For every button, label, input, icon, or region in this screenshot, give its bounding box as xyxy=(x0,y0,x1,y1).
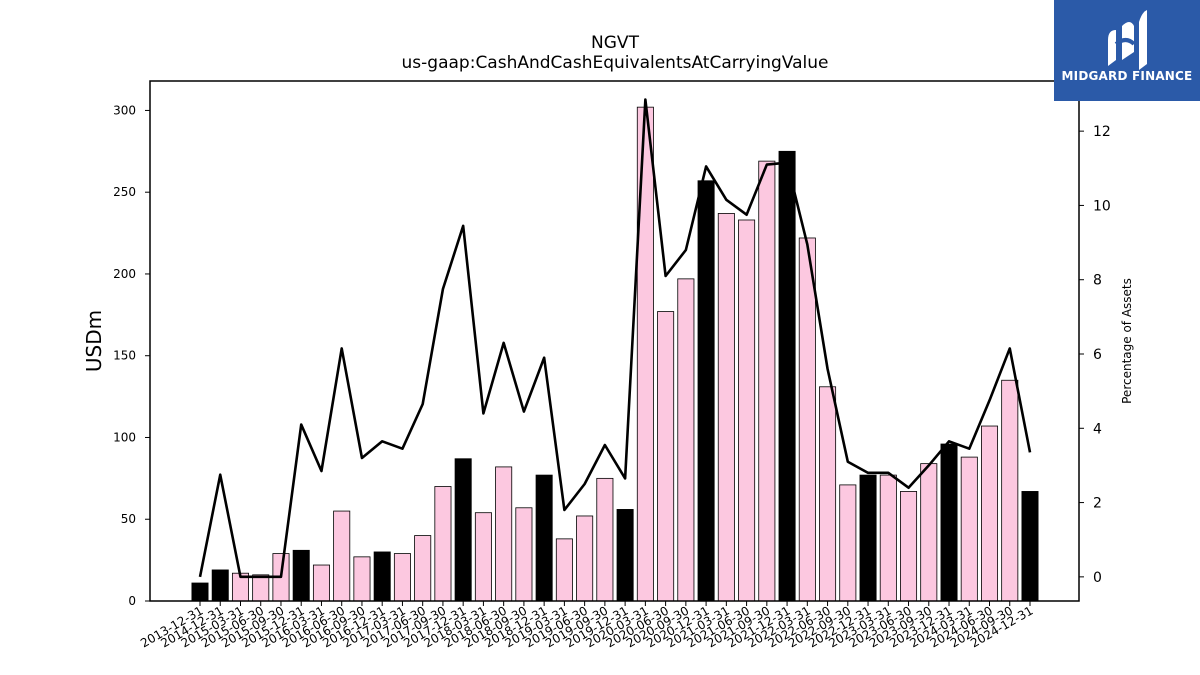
bar-2024-09-30 xyxy=(1001,379,1019,602)
bar-2016-06-30 xyxy=(333,510,351,602)
bar-2017-06-30 xyxy=(414,535,432,602)
bar-2014-12-31 xyxy=(211,569,229,602)
bar-2018-03-31 xyxy=(474,512,492,602)
y-tick-label: 200 xyxy=(113,267,136,281)
bar-2017-12-31 xyxy=(454,458,472,602)
bar-2021-12-31 xyxy=(778,150,796,602)
bar-2024-12-31 xyxy=(1021,491,1039,602)
bar-2019-09-30 xyxy=(596,477,614,602)
y-tick-label: 150 xyxy=(113,349,136,363)
y-tick-label: 100 xyxy=(113,430,136,444)
bar-2021-03-31 xyxy=(717,213,735,602)
bar-2022-03-31 xyxy=(798,237,816,602)
y2-axis-label: Percentage of Assets xyxy=(1120,278,1134,404)
bar-2013-12-31 xyxy=(191,582,209,602)
bar-2024-06-30 xyxy=(981,425,999,602)
bar-2018-06-30 xyxy=(495,466,513,602)
left-axis: 0 50 100 150 200 250 300 xyxy=(113,103,150,608)
y2-tick-label: 8 xyxy=(1093,273,1102,289)
bar-2019-06-30 xyxy=(576,515,594,602)
bar-2020-03-31 xyxy=(636,106,654,602)
chart-subtitle: us-gaap:CashAndCashEquivalentsAtCarrying… xyxy=(402,53,829,73)
bar-2022-06-30 xyxy=(819,386,837,602)
y-tick-label: 50 xyxy=(121,512,136,526)
bar-2020-12-31 xyxy=(697,180,715,602)
y2-tick-label: 0 xyxy=(1093,570,1102,586)
bar-2016-09-30 xyxy=(353,556,371,602)
y-tick-label: 0 xyxy=(128,594,136,608)
y2-tick-label: 4 xyxy=(1093,421,1102,437)
right-axis: 0 2 4 6 8 10 12 xyxy=(1079,124,1111,586)
bar-2024-03-31 xyxy=(960,456,978,602)
bar-2017-09-30 xyxy=(434,486,452,602)
midgard-m-logo-icon xyxy=(1108,10,1147,70)
y2-tick-label: 10 xyxy=(1093,198,1111,214)
bar-2016-03-31 xyxy=(312,564,330,602)
bar-2020-06-30 xyxy=(657,311,675,602)
bar-2023-09-30 xyxy=(920,463,938,602)
bar-2021-06-30 xyxy=(738,219,756,602)
y2-tick-label: 2 xyxy=(1093,496,1102,512)
bar-2015-12-31 xyxy=(292,549,310,602)
x-axis: 2013-12-312014-12-312015-03-312015-06-30… xyxy=(138,601,1036,650)
bar-2018-09-30 xyxy=(515,507,533,602)
plot-frame xyxy=(149,80,1080,602)
bars-group xyxy=(191,106,1039,602)
y-tick-label: 250 xyxy=(113,185,136,199)
bar-2022-09-30 xyxy=(839,484,857,602)
midgard-finance-logo: MIDGARD FINANCE xyxy=(1054,0,1200,101)
line-group xyxy=(198,98,1032,579)
bar-2019-03-31 xyxy=(555,538,573,602)
y-axis-label: USDm xyxy=(82,310,106,372)
bar-2017-03-31 xyxy=(393,553,411,602)
y2-tick-label: 12 xyxy=(1093,124,1111,140)
bar-2018-12-31 xyxy=(535,474,553,602)
bar-2020-09-30 xyxy=(677,278,695,602)
bar-2016-12-31 xyxy=(373,551,391,602)
bar-2015-06-30 xyxy=(252,574,270,602)
percentage-line xyxy=(198,98,1032,579)
bar-2021-09-30 xyxy=(758,160,776,602)
bar-2023-12-31 xyxy=(940,443,958,602)
chart-title: NGVT xyxy=(591,33,640,53)
y2-tick-label: 6 xyxy=(1093,347,1102,363)
bar-2019-12-31 xyxy=(616,509,634,602)
bar-2022-12-31 xyxy=(859,474,877,602)
bar-2023-03-31 xyxy=(879,474,897,602)
y-tick-label: 300 xyxy=(113,103,136,117)
bar-2023-06-30 xyxy=(900,491,918,602)
logo-text: MIDGARD FINANCE xyxy=(1061,69,1193,83)
